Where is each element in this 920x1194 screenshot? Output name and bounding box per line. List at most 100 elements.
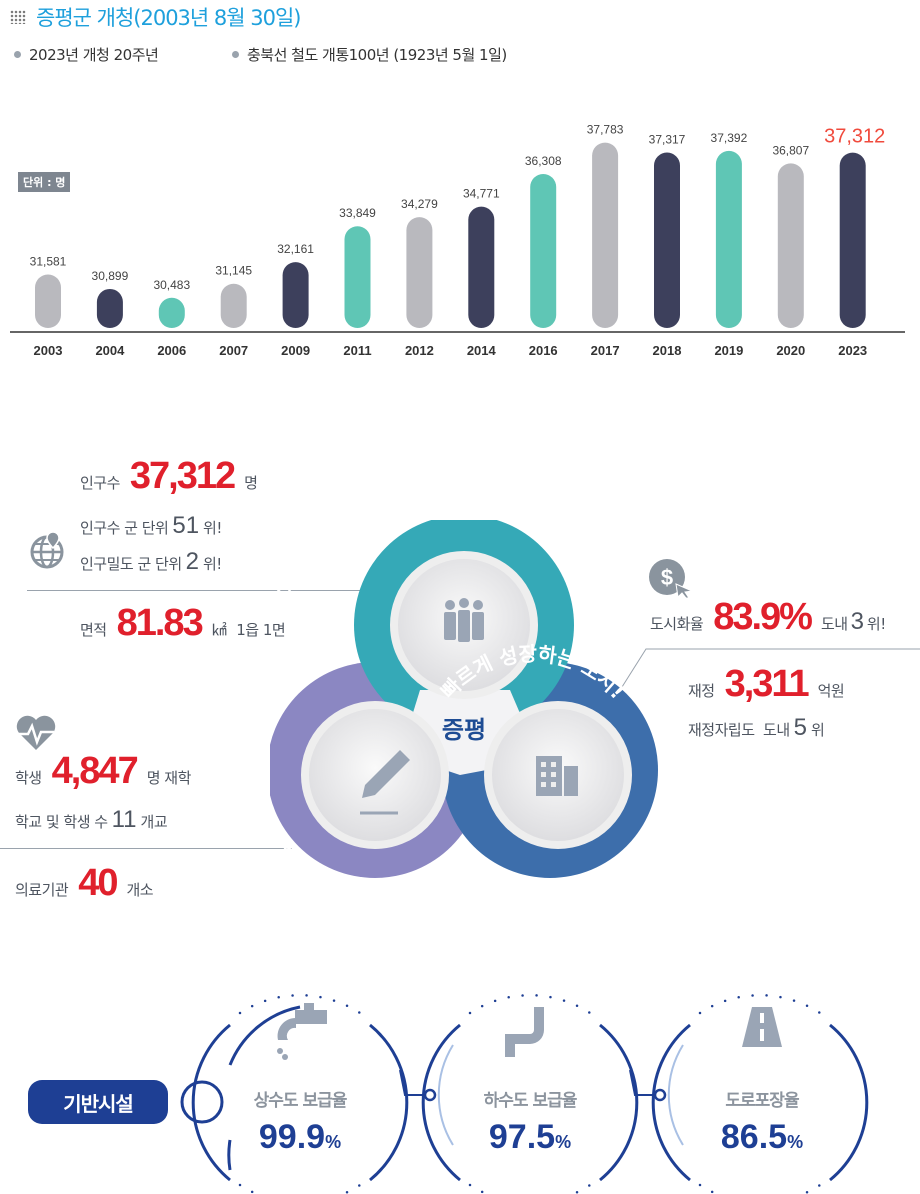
- x-tick-2014: 2014: [467, 343, 497, 358]
- bar-2004: [96, 288, 123, 328]
- dollar-cursor-icon: $: [649, 559, 694, 598]
- urban-stat: 도시화율 83.9% 도내 3 위!: [650, 596, 886, 639]
- finance-stat: 재정 3,311 억원: [688, 663, 845, 706]
- arrow-dots-icon: [10, 10, 26, 24]
- value-label-2017: 37,783: [587, 123, 624, 137]
- infra-label-sewer: 하수도 보급율: [483, 1091, 578, 1111]
- bar-2012: [406, 217, 433, 328]
- density-rank: 인구밀도 군 단위 2 위!: [80, 548, 222, 576]
- population-value: 37,312: [129, 455, 236, 497]
- bar-2017: [592, 142, 619, 328]
- heart-pulse-icon: [16, 715, 56, 750]
- population-stat: 인구수 37,312 명: [80, 455, 258, 498]
- urban-rank-suffix: 위!: [866, 615, 886, 633]
- x-tick-2004: 2004: [95, 343, 125, 358]
- infra-value-water: 99.9%: [258, 1118, 342, 1156]
- students-stat: 학생 4,847 명 재학: [15, 750, 191, 793]
- globe-location-icon: [30, 531, 64, 569]
- area-extra: 1읍 1면: [236, 621, 286, 639]
- building-icon: [536, 756, 578, 796]
- x-tick-2019: 2019: [714, 343, 743, 358]
- bar-2011: [344, 226, 371, 328]
- area-value: 81.83: [116, 602, 204, 644]
- divider: [0, 848, 292, 849]
- value-label-2016: 36,308: [525, 154, 562, 168]
- infra-title-badge: 기반시설: [28, 1080, 168, 1124]
- venn-center-label: 증평: [442, 716, 486, 744]
- population-unit: 명: [244, 474, 258, 492]
- x-tick-2009: 2009: [281, 343, 310, 358]
- pop-rank: 인구수 군 단위 51 위!: [80, 512, 222, 540]
- value-label-2007: 31,145: [215, 264, 252, 278]
- urban-rank-num: 3: [850, 608, 864, 635]
- section-title: 증평군 개청(2003년 8월 30일): [10, 2, 301, 32]
- svg-text:$: $: [661, 565, 673, 590]
- pipe-icon: [505, 1007, 544, 1057]
- value-label-2006: 30,483: [153, 278, 190, 292]
- people-icon: [444, 598, 484, 642]
- area-stat: 면적 81.83 ㎢ 1읍 1면: [80, 602, 286, 645]
- pop-rank-suffix: 위!: [203, 519, 222, 537]
- bar-2009: [282, 262, 309, 328]
- value-label-2009: 32,161: [277, 242, 314, 256]
- x-tick-2018: 2018: [653, 343, 682, 358]
- x-tick-2016: 2016: [529, 343, 558, 358]
- fin-indep-stat: 재정자립도 도내 5 위: [688, 714, 825, 742]
- schools-text: 학교 및 학생 수: [15, 813, 108, 831]
- pop-rank-num: 51: [172, 512, 200, 539]
- x-tick-2012: 2012: [405, 343, 434, 358]
- value-label-2019: 37,392: [711, 131, 748, 145]
- fin-indep-num: 5: [793, 714, 807, 741]
- medical-value: 40: [78, 862, 118, 904]
- bar-2003: [35, 274, 61, 328]
- population-label: 인구수: [80, 474, 120, 492]
- value-label-2018: 37,317: [649, 133, 686, 147]
- urban-rank-text: 도내: [820, 615, 848, 633]
- divider: [27, 590, 372, 591]
- unit-label: 단위 : 명: [18, 172, 71, 192]
- fin-indep-suffix: 위: [811, 721, 825, 739]
- x-tick-2003: 2003: [34, 343, 63, 358]
- x-tick-2023: 2023: [838, 343, 867, 358]
- x-tick-2006: 2006: [157, 343, 186, 358]
- bullet-2: 충북선 철도 개통100년 (1923년 5월 1일): [232, 44, 507, 65]
- value-label-2014: 34,771: [463, 187, 500, 201]
- title-text: 증평군 개청(2003년 8월 30일): [36, 6, 301, 30]
- connector-line: [610, 648, 920, 707]
- venn-diagram: 증평 작고 어리지만 강한 도시! 살기좋은 도시! 빠르게 성장하는 도시!: [270, 520, 658, 878]
- faucet-icon: [277, 1003, 327, 1060]
- urban-label: 도시화율: [650, 615, 704, 633]
- value-label-2020: 36,807: [772, 143, 809, 157]
- bullet-1: 2023년 개청 20주년: [14, 44, 159, 65]
- x-tick-2011: 2011: [343, 343, 371, 358]
- students-unit: 명 재학: [146, 769, 192, 787]
- bar-2007: [220, 283, 247, 328]
- infra-rings: [180, 994, 869, 1194]
- value-label-2012: 34,279: [401, 197, 438, 211]
- bar-2016: [530, 173, 557, 328]
- medical-stat: 의료기관 40 개소: [15, 862, 154, 905]
- finance-label: 재정: [688, 682, 715, 700]
- finance-unit: 억원: [817, 682, 845, 700]
- medical-unit: 개소: [126, 881, 154, 899]
- density-rank-num: 2: [185, 548, 199, 575]
- x-tick-2017: 2017: [591, 343, 620, 358]
- medical-label: 의료기관: [15, 881, 69, 899]
- bullet-text: 2023년 개청 20주년: [29, 46, 159, 64]
- schools-suffix: 개교: [140, 813, 168, 831]
- infra-value-road: 86.5%: [720, 1118, 804, 1156]
- infra-value-sewer: 97.5%: [488, 1118, 572, 1156]
- fin-indep-text: 재정자립도 도내: [688, 721, 790, 739]
- pencil-icon: [360, 750, 410, 815]
- area-label: 면적: [80, 621, 107, 639]
- density-rank-text: 인구밀도 군 단위: [80, 555, 182, 573]
- value-label-2023: 37,312: [824, 126, 885, 148]
- bar-2006: [158, 297, 185, 328]
- density-rank-suffix: 위!: [203, 555, 222, 573]
- venn-top-label: 작고 어리지만 강한 도시!: [271, 520, 360, 648]
- population-bar-chart: 31,581 2003 30,899 2004 30,483 2006 31,145 2007…: [10, 123, 905, 358]
- road-icon: [742, 1007, 782, 1047]
- students-label: 학생: [15, 769, 42, 787]
- finance-value: 3,311: [724, 663, 810, 705]
- bar-2020: [777, 163, 804, 328]
